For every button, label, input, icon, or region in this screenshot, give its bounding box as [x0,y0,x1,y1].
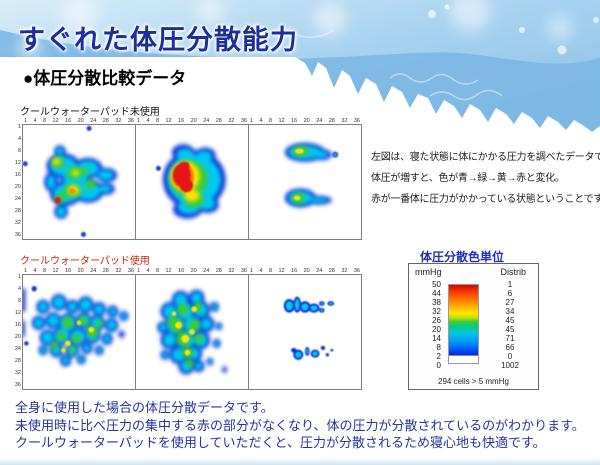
bottom-gradient-strip [0,458,600,465]
x-axis-ticks: 1 4 8 12 16 20 24 28 32 36 [24,268,134,274]
section-heading: ●体圧分散比較データ [23,69,187,88]
pressure-maps-used: 1 4 8 12 16 20 24 28 32 36 1 4 8 12 16 20 24 28 32 36 [13,267,362,390]
heatmap-unused-feet [248,124,362,240]
note-line: 体圧が増すと、色が青→緑→黄→赤と変化。 [371,173,565,184]
water-banner: すぐれた体圧分散能力 [0,0,600,140]
unused-row-label: クールウォーターパッド未使用 [20,107,160,118]
x-axis-ticks: 1 4 8 12 16 20 24 28 32 36 [137,268,247,274]
pressure-maps-unused: 1 4 8 12 16 20 24 28 32 36 1 4 8 12 16 20 24 28 32 36 [13,117,362,240]
heatmap-used-feet [248,274,362,390]
footer-line: 未使用時に比べ圧力の集中する赤の部分がなくなり、体の圧力が分散されているのがわか… [15,417,585,433]
note-line: 赤が一番体に圧力がかかっている状態ということです。 [371,194,600,205]
legend-caption: 294 cells > 5 mmHg [438,377,509,386]
x-axis-ticks: 1 4 8 12 16 20 24 28 32 36 [250,268,360,274]
heatmap-unused-upper-body [22,124,136,240]
footer-description: 全身に使用した場合の体圧分散データです。 未使用時に比べ圧力の集中する赤の部分が… [15,399,585,452]
x-axis-ticks: 1 4 8 12 16 20 24 28 32 36 [250,118,360,124]
color-legend-box: mmHg Distrib 50 44 38 32 26 20 14 8 2 0 1 6 27 34 45 4… [408,263,539,390]
y-axis-ticks: 1 4 8 12 16 20 24 28 32 36 [14,124,21,238]
page-title: すぐれた体圧分散能力 [18,25,298,56]
legend-distrib-values: 1 6 27 34 45 45 71 66 0 1002 [501,280,519,370]
legend-color-bar [448,284,479,364]
footer-line: 全身に使用した場合の体圧分散データです。 [15,400,274,415]
legend-color-bar-zero-segment [449,355,478,363]
footer-line: クールウォーターパッドを使用していただくと、圧力が分散されるため寝心地も快適です… [15,435,546,450]
legend-col-left-header: mmHg [415,267,442,277]
legend-mmhg-values: 50 44 38 32 26 20 14 8 2 0 [432,280,441,370]
x-axis-ticks: 1 4 8 12 16 20 24 28 32 36 [24,118,134,124]
color-legend-title: 体圧分散色単位 [420,250,505,264]
legend-col-right-header: Distrib [500,267,526,277]
water-banner-art [0,0,600,140]
heatmap-used-hips [135,274,249,390]
heatmap-unused-hips [135,124,249,240]
note-line: 左図は、寝た状態に体にかかる圧力を調べたデータです。 [371,152,600,163]
description-note: 左図は、寝た状態に体にかかる圧力を調べたデータです。 体圧が増すと、色が青→緑→… [371,147,600,210]
legend-header: mmHg Distrib [409,264,538,277]
y-axis-ticks: 1 4 8 12 16 20 24 28 32 36 [14,274,21,388]
heatmap-used-upper-body [22,274,136,390]
x-axis-ticks: 1 4 8 12 16 20 24 28 32 36 [137,118,247,124]
used-row-label: クールウォーターパッド使用 [20,256,150,267]
